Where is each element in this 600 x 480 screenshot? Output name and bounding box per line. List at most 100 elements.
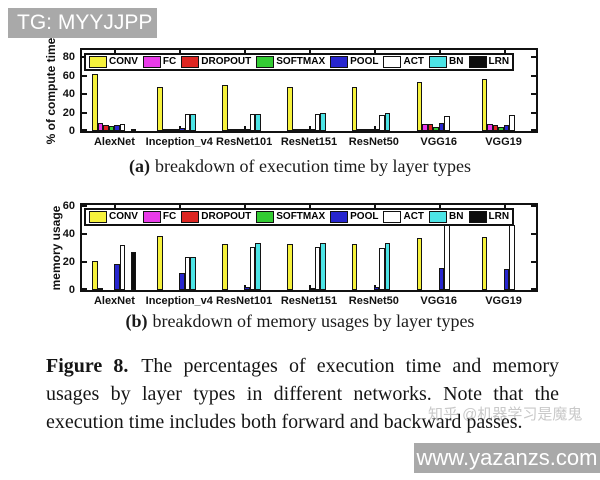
chart-a-legend: CONV FC DROPOUT SOFTMAX POOL ACT BN LRN <box>84 53 515 71</box>
bar-act-inception_v4 <box>184 256 191 290</box>
caption-a-text: breakdown of execution time by layer typ… <box>155 156 471 176</box>
bar-conv-vgg16 <box>416 82 423 131</box>
watermark-zhihu: 知乎 @机器学习是魔鬼 <box>428 406 583 423</box>
bar-pool-vgg19 <box>503 125 510 131</box>
conv-swatch-icon <box>89 211 107 223</box>
y-tick-label: 20 <box>62 256 75 269</box>
bar-pool-resnet50 <box>373 129 380 131</box>
bar-fc-resnet50 <box>357 129 363 131</box>
legend-entry-lrn: LRN <box>468 56 509 68</box>
x-tick-mark <box>179 205 182 210</box>
y-tick-mark <box>82 111 87 114</box>
legend-entry-fc: FC <box>142 211 176 223</box>
bar-pool-alexnet <box>114 263 120 290</box>
y-tick-mark <box>82 261 87 264</box>
legend-label: CONV <box>109 56 138 67</box>
x-tick-mark <box>438 50 441 55</box>
y-tick-mark <box>531 74 536 77</box>
legend-label: FC <box>162 56 177 67</box>
caption-b-text: breakdown of memory usages by layer type… <box>152 311 475 331</box>
x-tick-mark <box>309 285 311 290</box>
bar-dropout-resnet151 <box>298 129 304 131</box>
bar-dropout-vgg16 <box>427 123 434 131</box>
y-tick-mark <box>82 205 87 208</box>
legend-entry-lrn: LRN <box>468 211 510 223</box>
legend-entry-softmax: SOFTMAX <box>256 211 325 223</box>
bar-act-alexnet <box>119 245 126 290</box>
bar-pool-resnet151 <box>309 287 315 290</box>
y-tick-label: 40 <box>62 88 75 101</box>
legend-label: DROPOUT <box>201 211 252 222</box>
x-tick-mark <box>373 205 376 210</box>
chart-a-y-axis-label: % of compute time <box>44 37 58 145</box>
legend-entry-conv: CONV <box>89 56 138 68</box>
lrn-swatch-icon <box>468 56 487 68</box>
x-tick-label: ResNet101 <box>216 136 273 148</box>
x-tick-mark <box>114 205 117 210</box>
fc-swatch-icon <box>142 56 161 68</box>
bar-fc-vgg16 <box>422 123 428 131</box>
chart-b-legend: CONV FC DROPOUT SOFTMAX POOL ACT BN LRN <box>84 208 515 226</box>
y-tick-mark <box>531 56 536 59</box>
x-tick-mark <box>373 126 376 131</box>
caption-b-tag: (b) <box>125 311 148 331</box>
bar-bn-inception_v4 <box>190 113 196 131</box>
bar-conv-alexnet <box>92 73 98 131</box>
caption-b: (b) breakdown of memory usages by layer t… <box>40 311 560 332</box>
bar-act-resnet50 <box>379 248 385 290</box>
bar-softmax-resnet50 <box>368 129 374 131</box>
x-tick-label: ResNet50 <box>348 136 399 148</box>
bar-act-vgg16 <box>444 116 450 131</box>
dropout-swatch-icon <box>181 211 200 223</box>
x-tick-label: VGG19 <box>485 136 522 148</box>
lrn-swatch-icon <box>468 211 487 223</box>
bar-pool-vgg19 <box>503 269 510 290</box>
chart-a-plot-area: CONV FC DROPOUT SOFTMAX POOL ACT BN LRN <box>80 48 538 133</box>
legend-entry-fc: FC <box>142 56 177 68</box>
legend-label: POOL <box>350 211 379 222</box>
legend-label: SOFTMAX <box>276 56 326 67</box>
bar-dropout-resnet50 <box>362 129 369 131</box>
bar-softmax-vgg19 <box>498 127 504 131</box>
x-tick-mark <box>503 50 506 55</box>
legend-entry-act: ACT <box>383 211 424 223</box>
y-tick-mark <box>531 129 536 131</box>
x-tick-mark <box>114 50 117 55</box>
fc-swatch-icon <box>142 211 161 223</box>
y-tick-mark <box>82 93 87 96</box>
y-tick-mark <box>531 205 536 208</box>
bar-pool-inception_v4 <box>179 273 185 290</box>
bar-dropout-inception_v4 <box>168 129 174 131</box>
bar-act-resnet50 <box>379 115 385 131</box>
x-tick-mark <box>309 50 311 55</box>
y-tick-label: 0 <box>68 125 75 137</box>
legend-entry-conv: CONV <box>89 211 138 223</box>
bar-dropout-vgg19 <box>492 125 499 131</box>
bar-act-resnet151 <box>314 246 320 290</box>
bar-softmax-inception_v4 <box>173 129 180 131</box>
x-tick-label: ResNet101 <box>216 295 273 307</box>
legend-label: ACT <box>403 56 425 67</box>
bar-conv-inception_v4 <box>157 235 163 290</box>
y-tick-mark <box>531 111 536 114</box>
legend-entry-bn: BN <box>429 211 464 223</box>
bar-fc-inception_v4 <box>162 129 169 131</box>
legend-entry-dropout: DROPOUT <box>181 56 251 68</box>
bar-pool-vgg16 <box>438 122 445 131</box>
pool-swatch-icon <box>330 211 349 223</box>
bn-swatch-icon <box>429 211 448 223</box>
legend-entry-pool: POOL <box>330 56 378 68</box>
x-tick-mark <box>179 50 182 55</box>
legend-label: LRN <box>488 211 510 222</box>
bar-fc-alexnet <box>97 122 104 131</box>
legend-label: POOL <box>350 56 379 67</box>
act-swatch-icon <box>383 56 402 68</box>
bar-conv-resnet50 <box>351 244 358 290</box>
x-tick-label: AlexNet <box>93 295 135 307</box>
figure-caption-text: The percentages of execution time and me… <box>46 355 559 433</box>
legend-label: DROPOUT <box>201 56 252 67</box>
legend-entry-pool: POOL <box>330 211 378 223</box>
caption-a-tag: (a) <box>129 156 151 176</box>
figure-caption-tag: Figure 8. <box>46 355 129 377</box>
bar-bn-resnet151 <box>320 242 326 290</box>
